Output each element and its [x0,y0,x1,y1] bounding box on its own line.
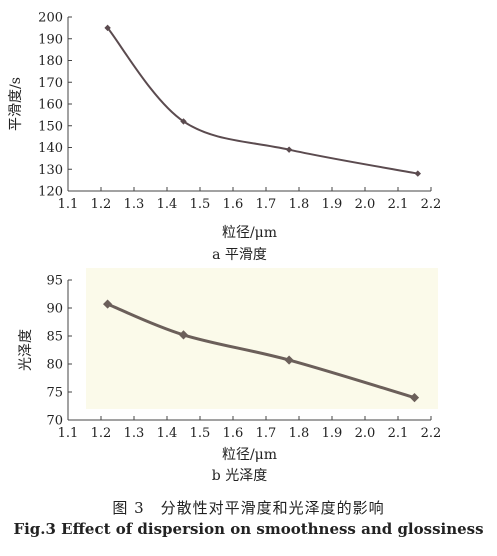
a-data-point [104,24,111,32]
b-x-tick-label: 2.1 [388,426,409,441]
b-y-tick-label: 85 [46,330,63,345]
b-series-line [107,302,415,400]
b-x-tick-label: 2.2 [421,426,442,441]
b-x-tick-label: 1.6 [223,426,244,441]
b-x-tick-label: 1.8 [289,426,310,441]
a-y-axis-label: 平滑度/s [7,77,24,131]
a-x-tick-label: 2.2 [421,197,442,212]
a-data-point [414,170,421,177]
a-y-tick-label: 130 [38,163,63,178]
a-chart-title: a 平滑度 [212,246,267,263]
b-chart-title: b 光泽度 [212,468,267,484]
a-x-tick-label: 1.9 [322,197,343,212]
b-data-point [103,299,113,309]
b-x-tick-label: 1.1 [58,426,79,441]
b-x-tick-label: 1.3 [124,426,145,441]
figure-canvas: 1.1 1.2 1.3 1.4 1.5 1.6 1.7 1.8 1.9 2.0 2.1 2.21201… [7,11,442,485]
a-x-tick-label: 1.1 [58,197,79,212]
figure-caption-cn: 图 3 分散性对平滑度和光泽度的影响 [112,499,385,517]
b-x-tick-label: 1.5 [190,426,211,441]
a-data-point [180,118,187,125]
a-x-tick-label: 1.3 [124,197,145,212]
b-data-point [409,393,420,403]
b-y-tick-label: 90 [46,302,63,317]
a-series-line [106,27,418,175]
a-x-tick-label: 1.5 [190,197,211,212]
a-x-tick-label: 2.1 [388,197,409,212]
figure-caption-en: Fig.3 Effect of dispersion on smoothness… [13,520,484,538]
b-x-tick-label: 1.2 [91,426,112,441]
a-y-tick-label: 170 [38,76,63,91]
a-y-tick-label: 190 [38,32,63,47]
a-data-point [285,146,293,153]
a-y-tick-label: 150 [38,119,63,134]
b-y-tick-label: 80 [46,358,63,373]
a-x-tick-label: 1.2 [91,197,112,212]
b-x-axis-label: 粒径/μm [222,447,277,463]
a-x-tick-label: 1.7 [256,197,277,212]
a-x-tick-label: 1.4 [157,197,178,212]
b-x-tick-label: 1.7 [256,426,277,441]
a-y-tick-label: 200 [38,11,63,26]
a-x-axis-label: 粒径/μm [222,225,277,241]
a-y-tick-label: 120 [38,185,63,200]
b-x-tick-label: 1.9 [322,426,343,441]
b-y-tick-label: 70 [46,414,63,429]
a-y-tick-label: 140 [38,141,63,156]
b-data-point [178,330,189,340]
a-y-tick-label: 160 [38,98,63,113]
b-x-tick-label: 1.4 [157,426,178,441]
a-x-tick-label: 2.0 [355,197,376,212]
b-y-axis-label: 光泽度 [18,329,34,371]
a-x-tick-label: 1.6 [223,197,244,212]
b-y-tick-label: 95 [46,274,63,289]
b-y-tick-label: 75 [46,386,63,401]
b-x-tick-label: 2.0 [355,426,376,441]
a-y-tick-label: 180 [38,54,63,69]
a-x-tick-label: 1.8 [289,197,310,212]
b-data-point [284,355,294,365]
